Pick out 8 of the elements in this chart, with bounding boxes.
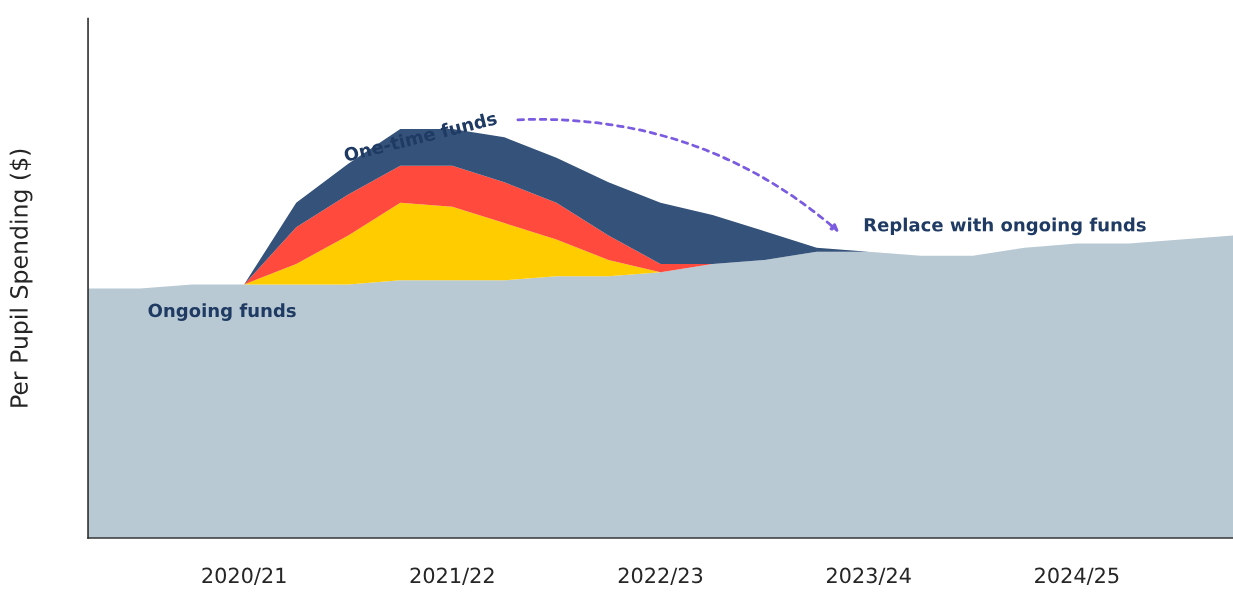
- annotation: Replace with ongoing funds: [864, 217, 1146, 236]
- x-tick-label: 2022/23: [618, 567, 703, 585]
- x-tick-label: 2024/25: [1035, 567, 1119, 585]
- x-tick-label: 2021/22: [410, 567, 494, 585]
- x-tick-label: 2020/21: [202, 567, 286, 585]
- x-tick-label: 2023/24: [826, 567, 911, 585]
- series-label: Ongoing funds: [148, 303, 296, 321]
- y-axis-title: Per Pupil Spending ($): [9, 149, 33, 407]
